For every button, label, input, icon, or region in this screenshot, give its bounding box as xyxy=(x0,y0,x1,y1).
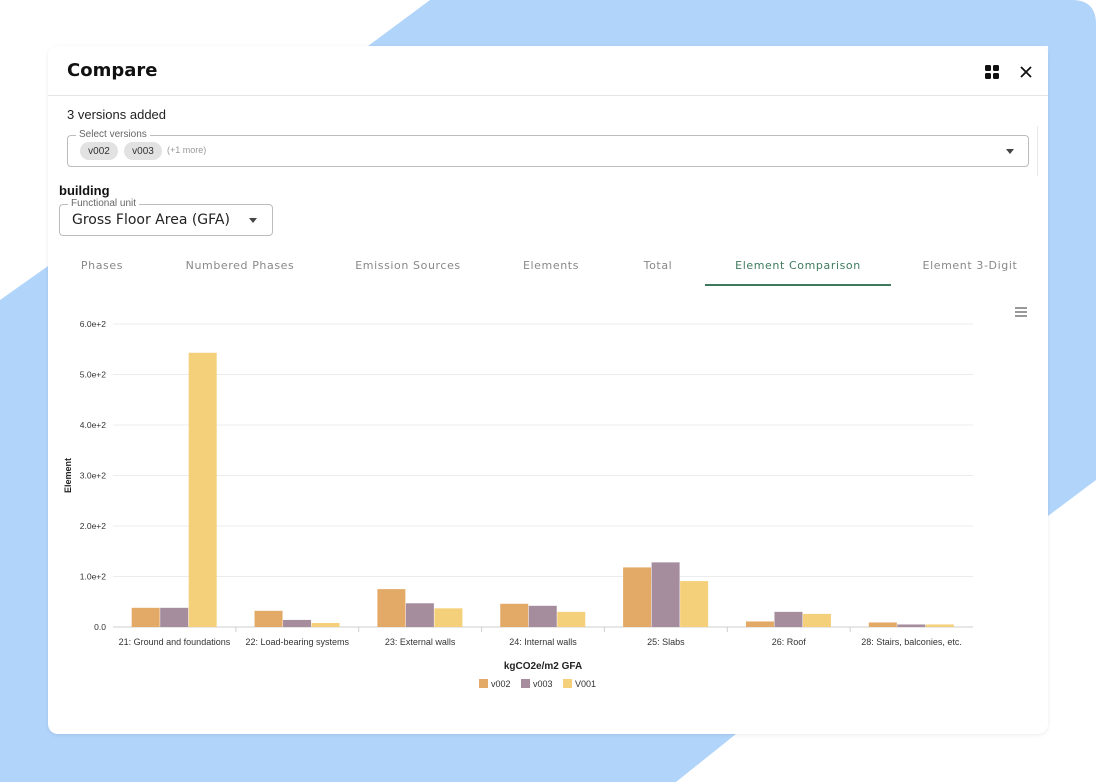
y-tick-label: 3.0e+2 xyxy=(80,471,107,481)
x-tick-label: 26: Roof xyxy=(772,637,807,647)
bar-v001 xyxy=(188,352,217,627)
legend-swatch-v003 xyxy=(521,679,530,688)
x-tick-label: 28: Stairs, balconies, etc. xyxy=(861,637,962,647)
bar-v001 xyxy=(802,613,831,627)
y-tick-label: 4.0e+2 xyxy=(80,420,107,430)
select-versions-field[interactable]: Select versions v002 v003 (+1 more) xyxy=(67,129,1029,167)
chevron-down-icon[interactable] xyxy=(1006,149,1014,154)
tab-emission-sources[interactable]: Emission Sources xyxy=(355,259,461,272)
tab-total[interactable]: Total xyxy=(643,259,673,272)
bar-v001 xyxy=(925,624,954,627)
functional-unit-select[interactable]: Functional unit Gross Floor Area (GFA) xyxy=(59,198,273,236)
functional-unit-label: Functional unit xyxy=(68,198,140,209)
bar-v002 xyxy=(623,567,652,627)
bar-v003 xyxy=(651,562,680,627)
bar-v002 xyxy=(377,589,406,627)
tab-elements[interactable]: Elements xyxy=(522,259,580,272)
bar-v003 xyxy=(528,605,557,627)
section-title: building xyxy=(59,183,110,198)
x-tick-label: 24: Internal walls xyxy=(509,637,577,647)
bar-v002 xyxy=(131,607,160,627)
bar-v003 xyxy=(160,607,189,627)
chevron-down-icon[interactable] xyxy=(249,218,257,223)
bar-v003 xyxy=(283,619,312,627)
x-axis-label: kgCO2e/m2 GFA xyxy=(504,661,582,672)
select-versions-label: Select versions xyxy=(76,129,150,140)
element-comparison-chart: 0.0 1.0e+2 2.0e+2 3.0e+2 4.0e+2 5.0e+2 6.0e+2 E… xyxy=(63,319,973,689)
chart-menu-icon[interactable] xyxy=(1014,305,1028,317)
bar-v002 xyxy=(500,603,529,627)
active-tab-indicator xyxy=(705,284,891,286)
tab-element-3-digit[interactable]: Element 3-Digit xyxy=(922,259,1018,272)
bar-v002 xyxy=(254,610,283,627)
more-versions-text: (+1 more) xyxy=(167,145,207,155)
x-tick-label: 23: External walls xyxy=(385,637,456,647)
bar-v001 xyxy=(557,611,586,627)
bar-v003 xyxy=(774,611,803,627)
tab-numbered-phases[interactable]: Numbered Phases xyxy=(185,259,295,272)
scrollbar[interactable] xyxy=(1037,126,1038,176)
bar-v002 xyxy=(745,621,774,627)
x-tick-label: 21: Ground and foundations xyxy=(119,637,231,647)
bar-v001 xyxy=(311,622,340,627)
y-tick-label: 2.0e+2 xyxy=(80,521,107,531)
tab-element-comparison[interactable]: Element Comparison xyxy=(735,259,861,272)
y-axis-label: Element xyxy=(63,458,73,493)
version-chip-v003[interactable]: v003 xyxy=(124,142,162,160)
x-tick-label: 25: Slabs xyxy=(647,637,685,647)
header-divider xyxy=(48,95,1048,96)
bar-v002 xyxy=(868,622,897,627)
y-tick-label: 1.0e+2 xyxy=(80,572,107,582)
functional-unit-value: Gross Floor Area (GFA) xyxy=(72,212,230,228)
y-tick-label: 5.0e+2 xyxy=(80,370,107,380)
legend-label-v001: V001 xyxy=(575,679,596,689)
legend-swatch-v002 xyxy=(479,679,488,688)
compare-dialog: Compare 3 versions added Select versions… xyxy=(48,46,1048,734)
x-tick-label: 22: Load-bearing systems xyxy=(246,637,350,647)
close-icon[interactable] xyxy=(1016,62,1036,82)
y-tick-label: 0.0 xyxy=(94,622,106,632)
tab-phases[interactable]: Phases xyxy=(80,259,124,272)
versions-added-text: 3 versions added xyxy=(67,107,167,122)
dialog-title: Compare xyxy=(67,60,158,81)
version-chip-v002[interactable]: v002 xyxy=(80,142,118,160)
layout-grid-icon[interactable] xyxy=(982,62,1002,82)
legend-swatch-v001 xyxy=(563,679,572,688)
bar-v001 xyxy=(680,581,709,627)
y-tick-label: 6.0e+2 xyxy=(80,319,107,329)
bar-v003 xyxy=(405,603,434,627)
legend-label-v002: v002 xyxy=(491,679,511,689)
legend-label-v003: v003 xyxy=(533,679,553,689)
bar-v003 xyxy=(897,624,926,627)
bar-v001 xyxy=(434,608,463,627)
